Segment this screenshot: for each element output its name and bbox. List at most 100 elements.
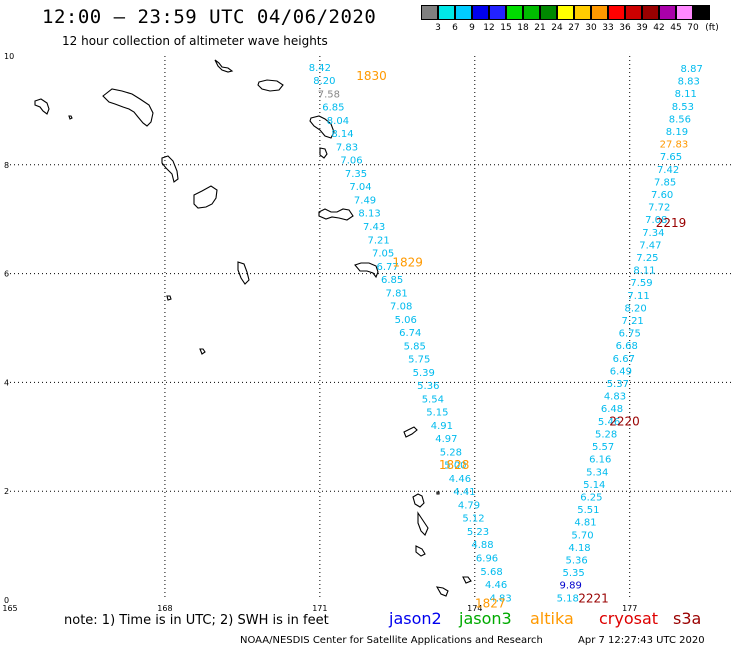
swh-value-west: 6.74 [399, 328, 421, 339]
island-outline [166, 295, 172, 301]
y-tick-label: 4 [4, 378, 9, 387]
swh-value-east: 5.28 [595, 429, 617, 440]
swh-value-west: 4.79 [458, 500, 480, 511]
island-outlines [34, 59, 472, 597]
swh-value-east: 8.11 [675, 89, 697, 100]
swh-value-west: 4.41 [453, 487, 475, 498]
time-label: 2220 [609, 414, 640, 428]
colorbar-label: 45 [670, 23, 682, 33]
swh-value-west: 6.85 [322, 103, 344, 114]
swh-value-east: 8.19 [666, 127, 688, 138]
colorbar-label: 27 [568, 23, 580, 33]
swh-value-west: 5.85 [404, 341, 426, 352]
swh-value-east: 6.25 [580, 492, 602, 503]
island-outline [412, 493, 425, 508]
colorbar-swatch [659, 5, 676, 20]
swh-value-west: 5.68 [480, 567, 502, 578]
swh-value-west: 7.35 [345, 169, 367, 180]
time-label: 2219 [656, 216, 687, 230]
colorbar-swatch [455, 5, 472, 20]
swh-value-west: 5.54 [422, 394, 444, 405]
island-outline [462, 576, 472, 584]
island-outline [318, 208, 354, 221]
swh-value-east: 6.16 [589, 455, 611, 466]
colorbar-swatch [421, 5, 438, 20]
y-tick-label: 10 [4, 52, 14, 61]
swh-value-east: 4.81 [574, 518, 596, 529]
swh-value-east: 6.49 [610, 366, 632, 377]
colorbar-label: 21 [534, 23, 546, 33]
colorbar-swatch [676, 5, 693, 20]
swh-value-east: 6.75 [619, 329, 641, 340]
swh-value-east: 7.85 [654, 177, 676, 188]
swh-value-west: 5.23 [467, 527, 489, 538]
swh-value-east: 5.46 [598, 417, 620, 428]
island-outline [34, 98, 50, 115]
swh-value-east: 7.21 [622, 316, 644, 327]
swh-value-west: 6.77 [377, 262, 399, 273]
colorbar-swatch [506, 5, 523, 20]
x-tick-label: 168 [157, 604, 172, 613]
time-label: 1828 [439, 458, 470, 472]
legend-s3a: s3a [673, 609, 702, 628]
x-tick-label: 177 [622, 604, 637, 613]
swh-value-east: 5.14 [583, 480, 605, 491]
swh-value-west: 5.06 [395, 315, 417, 326]
swh-value-east: 27.83 [660, 140, 689, 151]
swh-value-west: 8.20 [313, 76, 335, 87]
swh-value-west: 7.83 [336, 142, 358, 153]
island-outline [237, 261, 250, 285]
note-text: note: 1) Time is in UTC; 2) SWH is in fe… [64, 613, 329, 628]
footer-credit: NOAA/NESDIS Center for Satellite Applica… [240, 635, 543, 646]
swh-value-west: 5.28 [440, 447, 462, 458]
island-outline [436, 491, 440, 495]
swh-value-east: 5.36 [565, 555, 587, 566]
swh-value-west: 7.49 [354, 195, 376, 206]
colorbar-swatch [608, 5, 625, 20]
swh-value-west: 6.85 [381, 275, 403, 286]
colorbar-swatch [574, 5, 591, 20]
colorbar-swatch [693, 5, 710, 20]
y-tick-label: 2 [4, 487, 9, 496]
colorbar-label: 42 [653, 23, 665, 33]
colorbar-label: 6 [452, 23, 458, 33]
swh-value-east: 8.87 [681, 64, 703, 75]
map-grid [10, 56, 733, 600]
x-tick-label: 171 [312, 604, 327, 613]
island-outline [435, 586, 449, 597]
swh-value-west: 5.36 [417, 381, 439, 392]
swh-value-east: 4.83 [604, 392, 626, 403]
page-title: 12:00 – 23:59 UTC 04/06/2020 [42, 6, 377, 28]
y-tick-label: 0 [4, 596, 9, 605]
swh-value-west: 4.83 [489, 593, 511, 604]
island-outline [309, 115, 335, 139]
colorbar-unit: (ft) [705, 23, 719, 33]
swh-value-west: 7.43 [363, 222, 385, 233]
colorbar-swatch [557, 5, 574, 20]
island-outline [319, 147, 328, 159]
swh-value-west: 4.46 [485, 580, 507, 591]
swh-value-west: 4.88 [471, 540, 493, 551]
swh-value-east: 6.67 [613, 354, 635, 365]
footer-timestamp: Apr 7 12:27:43 UTC 2020 [578, 635, 705, 646]
island-outline [193, 185, 218, 209]
island-outline [403, 426, 418, 438]
swh-value-east: 8.56 [669, 114, 691, 125]
swh-value-east: 5.57 [592, 442, 614, 453]
swh-value-west: 7.81 [386, 288, 408, 299]
island-outline [415, 545, 426, 557]
swh-value-east: 6.48 [601, 404, 623, 415]
page-subtitle: 12 hour collection of altimeter wave hei… [62, 34, 328, 48]
time-labels: 1830 1829 1828 1827 2219 2220 2221 [356, 69, 686, 611]
island-outline [199, 348, 206, 355]
swh-value-west: 7.21 [367, 235, 389, 246]
colorbar-swatch [625, 5, 642, 20]
swh-value-east: 9.89 [560, 581, 582, 592]
colorbar-label: 36 [619, 23, 631, 33]
swh-value-west: 5.39 [413, 368, 435, 379]
swh-value-east: 7.25 [636, 253, 658, 264]
colorbar-swatch [472, 5, 489, 20]
track-west: 8.42 8.20 7.58 6.85 8.04 8.14 7.83 7.06 7.35 7.04… [309, 63, 512, 604]
legend-altika: altika [530, 609, 574, 628]
